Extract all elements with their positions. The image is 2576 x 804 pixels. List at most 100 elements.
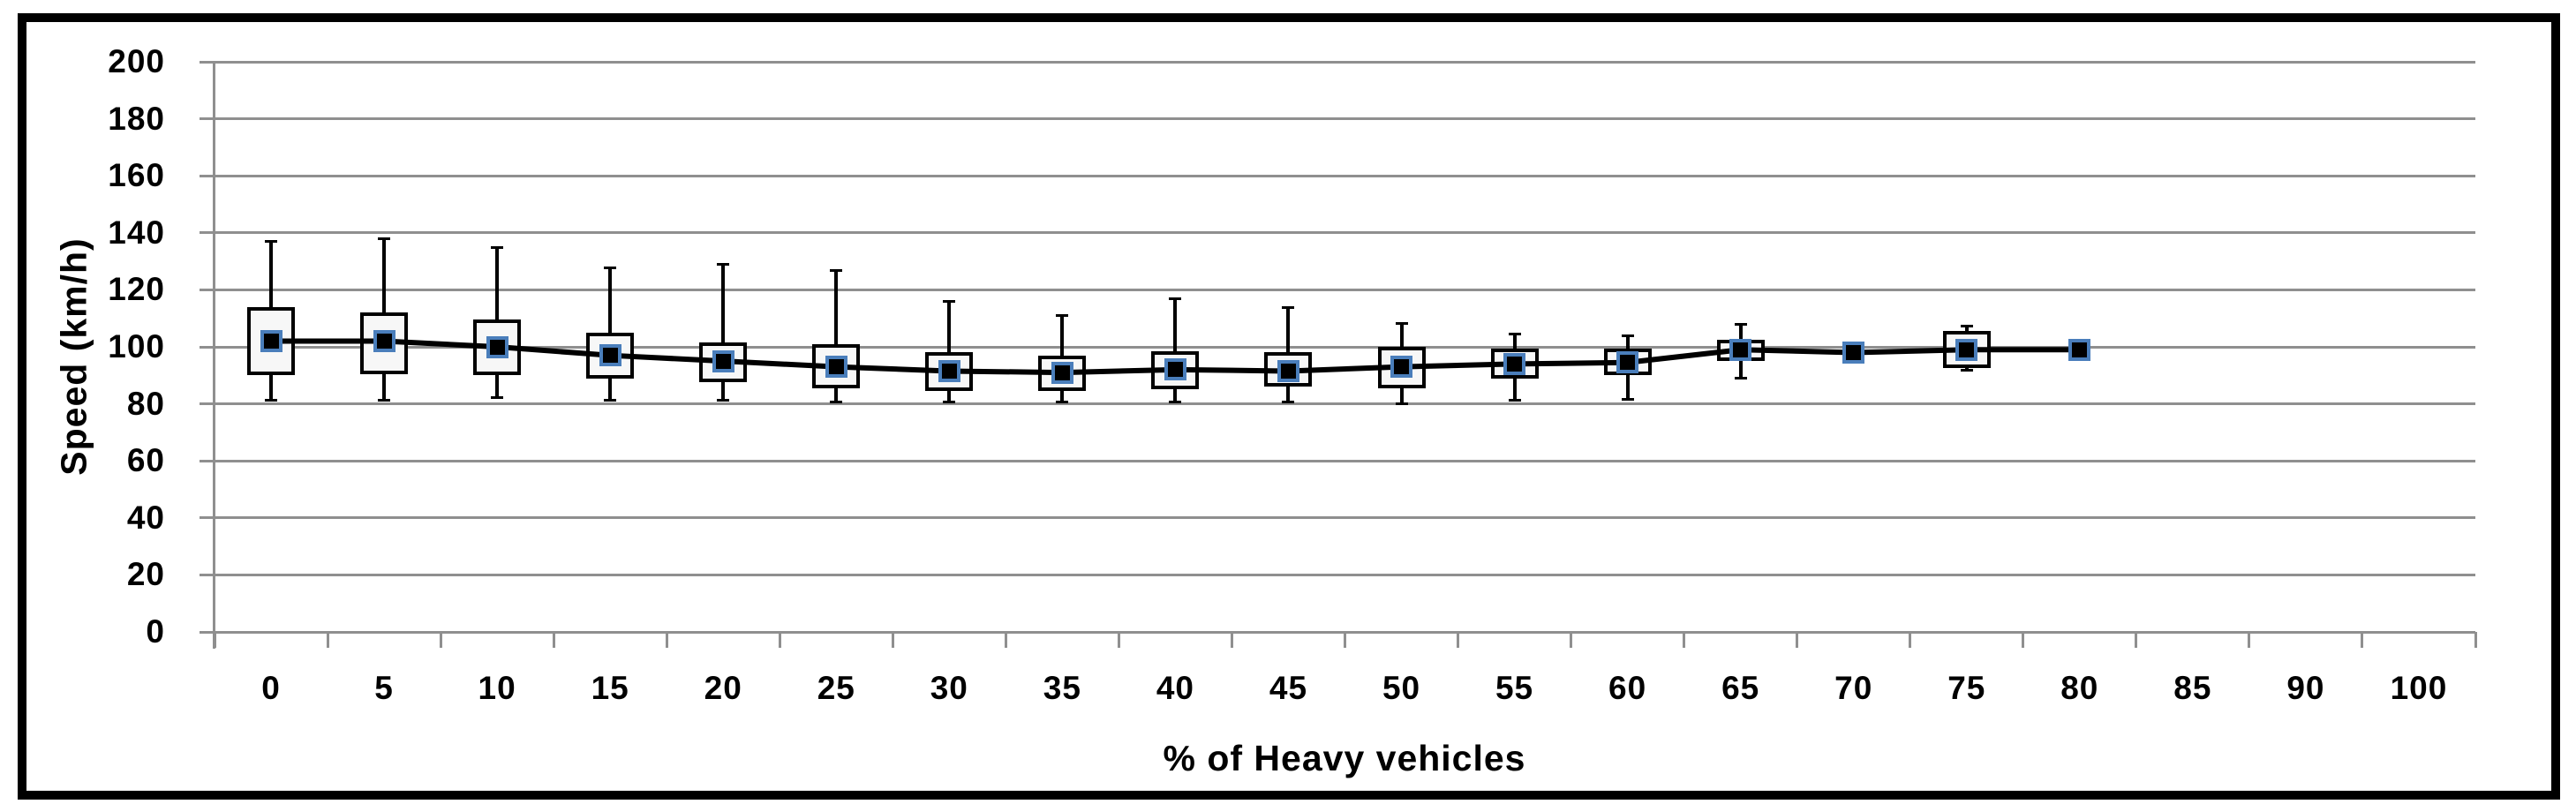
mean-marker [1616, 351, 1639, 374]
y-axis-tick [200, 345, 215, 349]
whisker-cap-top [1169, 297, 1182, 301]
x-axis-tick [2474, 632, 2477, 648]
x-axis-tick [1117, 632, 1120, 648]
x-axis-tick-label: 30 [930, 670, 968, 706]
mean-marker [712, 349, 734, 372]
whisker-cap-bottom [604, 399, 617, 402]
x-axis-tick-label: 90 [2286, 670, 2325, 706]
y-axis-tick [200, 60, 215, 64]
x-axis-tick-label: 0 [261, 670, 281, 706]
x-axis-tick-label: 55 [1495, 670, 1534, 706]
mean-marker [260, 330, 282, 353]
whisker-cap-top [1508, 333, 1521, 336]
whisker-line [721, 264, 726, 402]
x-axis-tick [1683, 632, 1686, 648]
y-axis-tick [200, 402, 215, 406]
whisker-cap-top [491, 245, 504, 249]
x-axis-title: % of Heavy vehicles [1163, 738, 1526, 778]
y-axis-tick [200, 231, 215, 235]
whisker-cap-bottom [1960, 369, 1973, 372]
whisker-cap-bottom [1282, 400, 1295, 403]
whisker-line [834, 269, 839, 402]
x-axis-tick-label: 70 [1834, 670, 1873, 706]
mean-marker [1842, 341, 1865, 364]
x-axis-tick [1909, 632, 1912, 648]
y-axis-tick [200, 174, 215, 177]
mean-marker [2068, 338, 2091, 361]
x-axis-tick-label: 40 [1156, 670, 1194, 706]
y-axis-tick-label: 40 [126, 499, 165, 536]
whisker-cap-top [943, 300, 956, 304]
figure-border [18, 13, 2560, 800]
y-axis-tick [200, 117, 215, 121]
whisker-line [947, 301, 952, 402]
y-axis-tick [200, 288, 215, 291]
y-axis-tick-label: 180 [108, 100, 165, 137]
x-axis-tick [2022, 632, 2025, 648]
mean-marker [599, 344, 621, 367]
whisker-cap-top [1056, 314, 1069, 318]
whisker-cap-top [1282, 305, 1295, 309]
mean-marker [1729, 338, 1752, 361]
whisker-cap-top [378, 237, 391, 241]
x-axis-tick [1570, 632, 1573, 648]
x-axis-tick-label: 10 [478, 670, 516, 706]
y-axis-tick-label: 160 [108, 157, 165, 194]
x-axis-tick-label: 85 [2173, 670, 2212, 706]
whisker-cap-bottom [1056, 400, 1069, 403]
x-axis-tick-label: 50 [1382, 670, 1421, 706]
x-axis-tick [778, 632, 781, 648]
whisker-cap-bottom [830, 400, 843, 403]
y-gridline [215, 288, 2475, 291]
x-axis-tick-label: 5 [374, 670, 394, 706]
whisker-cap-bottom [265, 399, 278, 402]
whisker-cap-top [1395, 321, 1408, 325]
whisker-cap-bottom [1508, 399, 1521, 402]
mean-marker [938, 359, 960, 382]
mean-marker [373, 330, 395, 353]
x-axis-tick [1796, 632, 1799, 648]
y-axis-tick-label: 20 [126, 556, 165, 593]
whisker-cap-bottom [717, 399, 730, 402]
x-axis-tick [439, 632, 442, 648]
y-axis-tick-label: 140 [108, 214, 165, 251]
y-gridline [215, 231, 2475, 235]
y-axis-tick-label: 80 [126, 385, 165, 422]
x-axis-tick-label: 45 [1269, 670, 1308, 706]
y-axis-tick-label: 200 [108, 43, 165, 79]
x-axis-tick [326, 632, 329, 648]
whisker-cap-bottom [943, 400, 956, 403]
y-axis-tick [200, 516, 215, 520]
mean-marker [825, 356, 847, 379]
mean-marker [1955, 338, 1978, 361]
whisker-line [1173, 298, 1178, 402]
mean-marker [1164, 358, 1186, 381]
whisker-cap-bottom [1395, 402, 1408, 405]
y-axis-line [213, 62, 215, 649]
y-gridline [215, 117, 2475, 121]
y-gridline [215, 345, 2475, 349]
y-gridline [215, 60, 2475, 64]
whisker-cap-top [1734, 323, 1747, 327]
x-axis-tick [891, 632, 894, 648]
x-axis-tick [1457, 632, 1460, 648]
x-axis-tick-label: 65 [1721, 670, 1760, 706]
y-axis-tick [200, 459, 215, 462]
whisker-cap-bottom [378, 399, 391, 402]
whisker-cap-top [265, 240, 278, 244]
y-axis-tick-label: 0 [146, 613, 165, 650]
y-axis-tick-label: 120 [108, 271, 165, 308]
whisker-cap-bottom [1169, 400, 1182, 403]
mean-marker [1390, 356, 1413, 379]
y-gridline [215, 459, 2475, 462]
whisker-cap-top [717, 263, 730, 267]
x-axis-tick-label: 25 [817, 670, 855, 706]
mean-line [271, 338, 2080, 376]
y-gridline [215, 402, 2475, 406]
x-axis-tick [1344, 632, 1346, 648]
whisker-cap-top [604, 266, 617, 269]
mean-marker [1277, 359, 1299, 382]
y-gridline [215, 573, 2475, 576]
y-axis-tick-label: 60 [126, 442, 165, 479]
